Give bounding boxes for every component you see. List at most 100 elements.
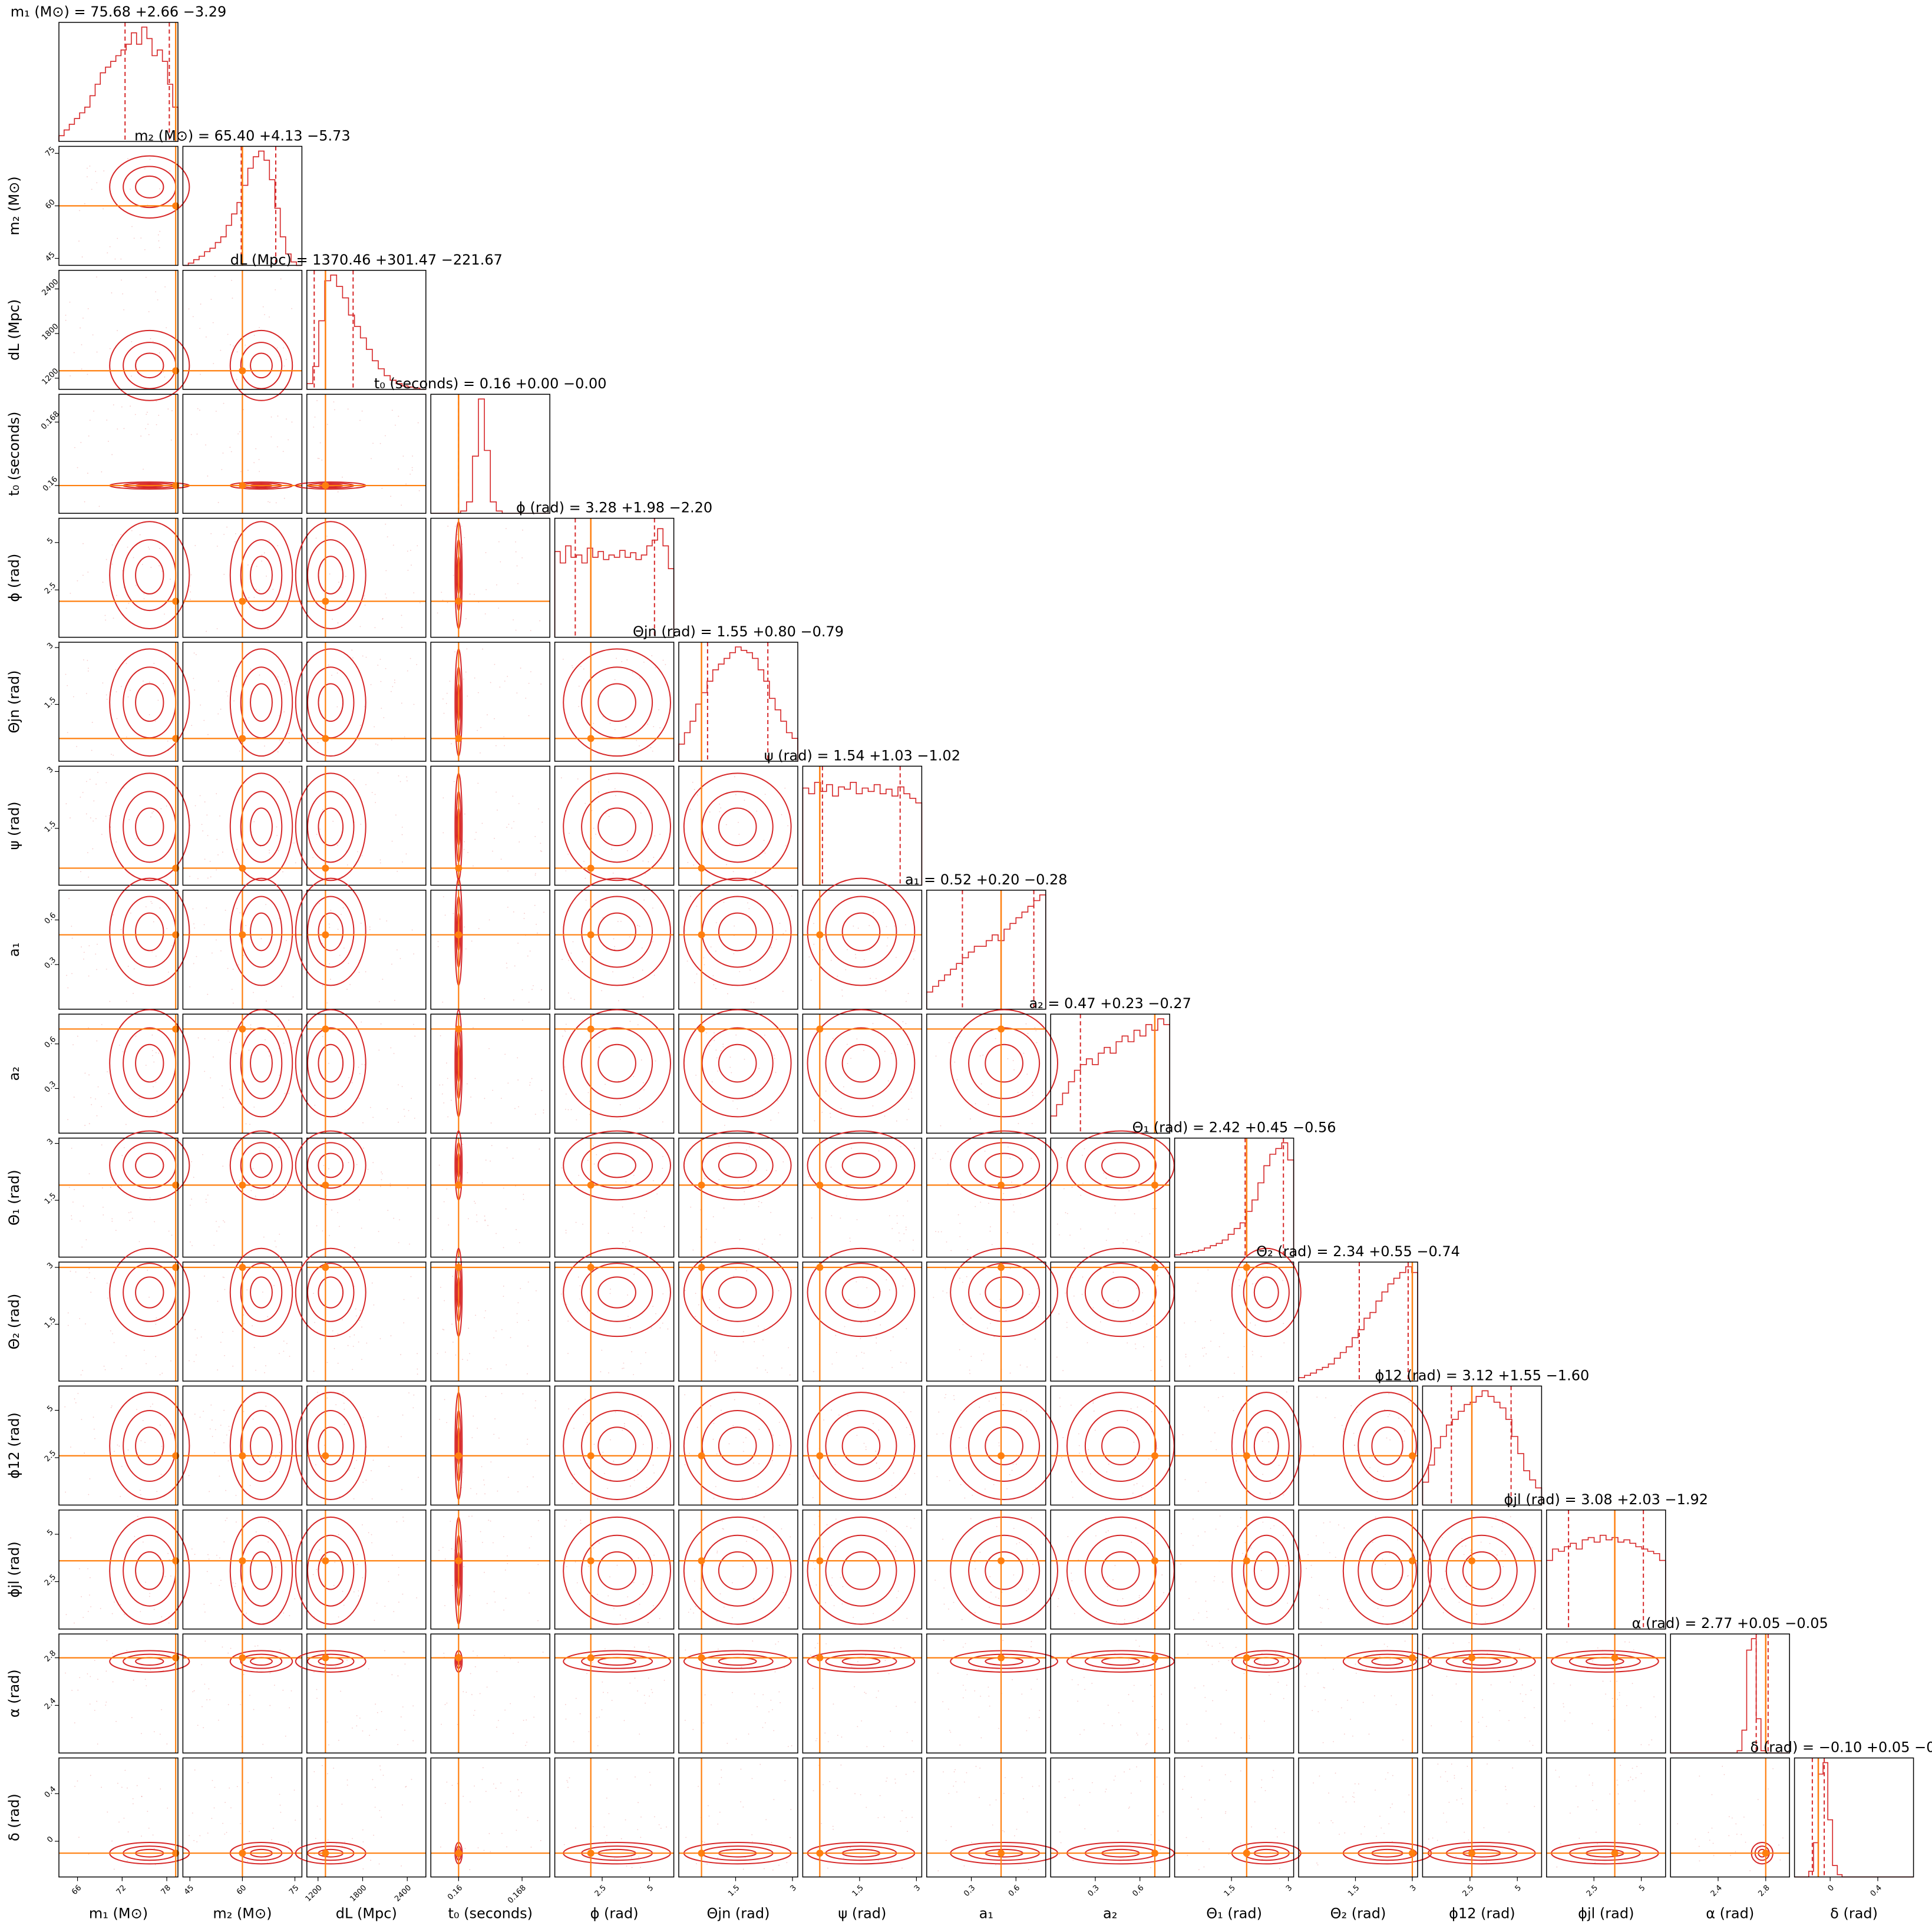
sample-point xyxy=(573,1428,574,1429)
sample-point xyxy=(529,1082,531,1084)
sample-point xyxy=(343,1402,345,1404)
sample-point xyxy=(493,1434,495,1435)
sample-point xyxy=(652,750,653,752)
sample-point xyxy=(866,1746,868,1748)
truth-marker xyxy=(172,367,180,375)
sample-point xyxy=(391,691,392,692)
sample-point xyxy=(1343,1733,1345,1735)
sample-point xyxy=(147,411,148,413)
sample-point xyxy=(236,351,238,353)
sample-point xyxy=(504,1709,506,1711)
sample-point xyxy=(193,678,194,679)
sample-point xyxy=(835,1335,837,1336)
sample-point xyxy=(497,810,498,811)
sample-point xyxy=(864,1621,866,1623)
sample-point xyxy=(1026,1730,1028,1732)
sample-point xyxy=(1389,1439,1391,1441)
sample-point xyxy=(250,1027,252,1029)
contour-level-1 xyxy=(968,1534,1041,1607)
sample-point xyxy=(527,1438,529,1440)
sample-point xyxy=(396,1521,398,1523)
sample-point xyxy=(583,1414,584,1415)
sample-point xyxy=(1530,1689,1532,1691)
sample-point xyxy=(727,993,728,995)
sample-point xyxy=(946,1292,947,1294)
sample-point xyxy=(1323,1542,1325,1544)
sample-point xyxy=(499,686,501,688)
sample-point xyxy=(68,1187,70,1188)
sample-point xyxy=(188,308,190,310)
x-tick-label: 72 xyxy=(115,1884,128,1897)
sample-point xyxy=(1028,1588,1029,1590)
sample-point xyxy=(352,1346,354,1347)
sample-point xyxy=(1207,1410,1209,1412)
sample-point xyxy=(142,1420,144,1421)
sample-point xyxy=(526,1444,528,1445)
sample-point xyxy=(1339,1834,1340,1835)
sample-point xyxy=(498,607,500,609)
sample-point xyxy=(1446,1821,1448,1823)
sample-point xyxy=(856,1038,858,1040)
sample-point xyxy=(116,718,118,719)
panel-title-0: m₁ (M⊙) = 75.68 +2.66 −3.29 xyxy=(11,4,227,20)
sample-point xyxy=(884,1660,886,1662)
sample-point xyxy=(821,1111,823,1113)
sample-point xyxy=(1141,1497,1142,1498)
sample-point xyxy=(398,1574,399,1576)
sample-point xyxy=(473,1715,474,1716)
sample-point xyxy=(127,696,129,698)
sample-point xyxy=(258,458,260,460)
contour-panel-10-0: 1.53 xyxy=(43,1247,190,1382)
sample-point xyxy=(1317,1711,1319,1712)
sample-point xyxy=(283,1350,285,1352)
sample-point xyxy=(329,573,331,575)
sample-point xyxy=(205,336,207,338)
sample-point xyxy=(577,1276,579,1278)
sample-point xyxy=(764,1868,765,1870)
sample-point xyxy=(407,670,408,672)
sample-point xyxy=(1005,1310,1007,1312)
sample-point xyxy=(1304,1686,1306,1687)
sample-point xyxy=(663,1226,665,1227)
sample-point xyxy=(822,949,823,950)
sample-point xyxy=(573,999,575,1000)
sample-point xyxy=(87,176,88,177)
sample-point xyxy=(78,1837,80,1838)
truth-marker xyxy=(587,1264,595,1272)
sample-point xyxy=(138,1098,140,1099)
contour-level-0 xyxy=(563,1650,672,1673)
sample-point xyxy=(814,1120,815,1122)
panel-frame xyxy=(430,1633,550,1753)
sample-point xyxy=(753,1462,754,1464)
sample-point xyxy=(537,932,538,934)
sample-point xyxy=(1062,1437,1064,1438)
sample-point xyxy=(1353,1796,1355,1798)
sample-point xyxy=(1152,1299,1154,1300)
contour-level-1 xyxy=(581,1263,653,1322)
truth-marker xyxy=(172,597,180,605)
sample-point xyxy=(1150,1370,1152,1372)
sample-point xyxy=(202,830,204,832)
sample-point xyxy=(708,838,709,840)
sample-point xyxy=(327,1839,329,1841)
sample-point xyxy=(193,652,195,654)
sample-point xyxy=(521,989,523,990)
contour-level-2 xyxy=(135,556,164,595)
sample-point xyxy=(765,1369,767,1371)
sample-point xyxy=(385,668,387,669)
sample-point xyxy=(443,1653,445,1654)
sample-point xyxy=(1161,1693,1162,1695)
sample-point xyxy=(1243,1346,1245,1348)
sample-point xyxy=(329,1235,330,1236)
sample-point xyxy=(1122,1598,1124,1600)
sample-point xyxy=(876,1462,877,1464)
sample-point xyxy=(1135,1348,1137,1349)
sample-point xyxy=(779,1445,780,1446)
sample-point xyxy=(1136,1483,1138,1484)
sample-point xyxy=(73,352,75,354)
sample-point xyxy=(312,1574,314,1576)
sample-point xyxy=(1465,1582,1467,1584)
sample-point xyxy=(538,808,539,810)
sample-point xyxy=(1132,1492,1134,1494)
sample-point xyxy=(490,1520,491,1522)
